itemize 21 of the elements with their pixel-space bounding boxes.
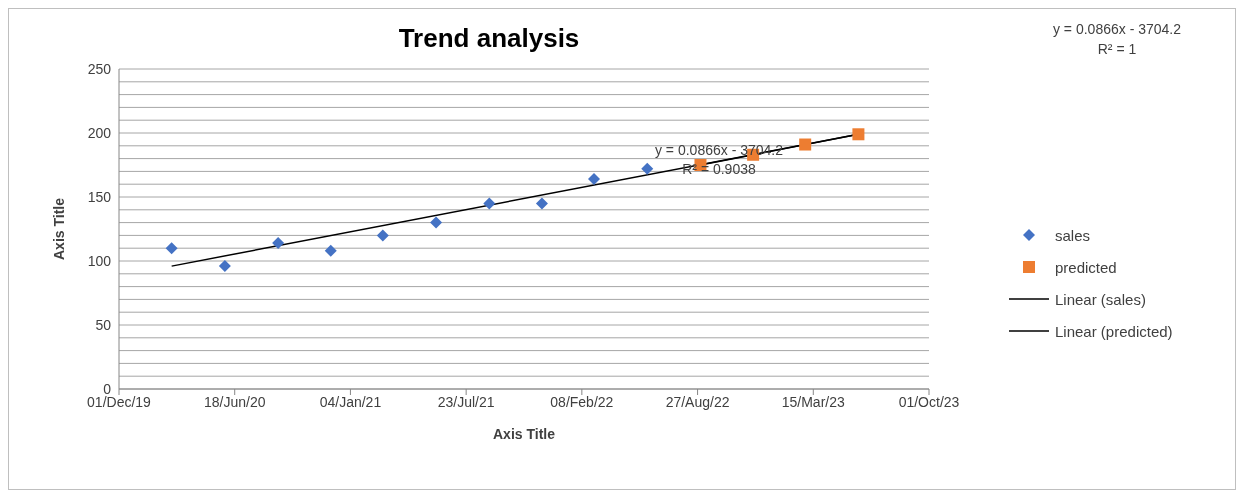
- text: R² = 1: [1096, 40, 1138, 59]
- x-tick-label: 04/Jan/21: [319, 393, 382, 410]
- x-tick-label: 18/Jun/20: [203, 393, 266, 410]
- x-axis-title: Axis Title: [493, 426, 556, 442]
- x-tick-label: 08/Feb/22: [550, 393, 614, 410]
- y-tick-label: 250: [87, 60, 112, 77]
- y-tick-label: 100: [87, 252, 112, 269]
- legend-label: sales: [1055, 226, 1091, 244]
- legend-label: predicted: [1055, 258, 1117, 276]
- y-axis-title: Axis Title: [50, 197, 67, 260]
- legend-label: Linear (predicted): [1055, 322, 1173, 340]
- y-tick-label: 200: [87, 124, 112, 141]
- y-tick-label: 50: [95, 316, 112, 333]
- x-tick-label: 27/Aug/22: [665, 393, 730, 410]
- text: y = 0.0866x - 3704.2: [1051, 20, 1182, 39]
- x-tick-label: 01/Oct/23: [898, 393, 960, 410]
- legend-label: Linear (sales): [1055, 290, 1146, 308]
- x-tick-label: 15/Mar/23: [781, 393, 846, 410]
- chart-title: Trend analysis: [397, 23, 581, 54]
- x-tick-label: 23/Jul/21: [437, 393, 495, 410]
- y-tick-label: 150: [87, 188, 112, 205]
